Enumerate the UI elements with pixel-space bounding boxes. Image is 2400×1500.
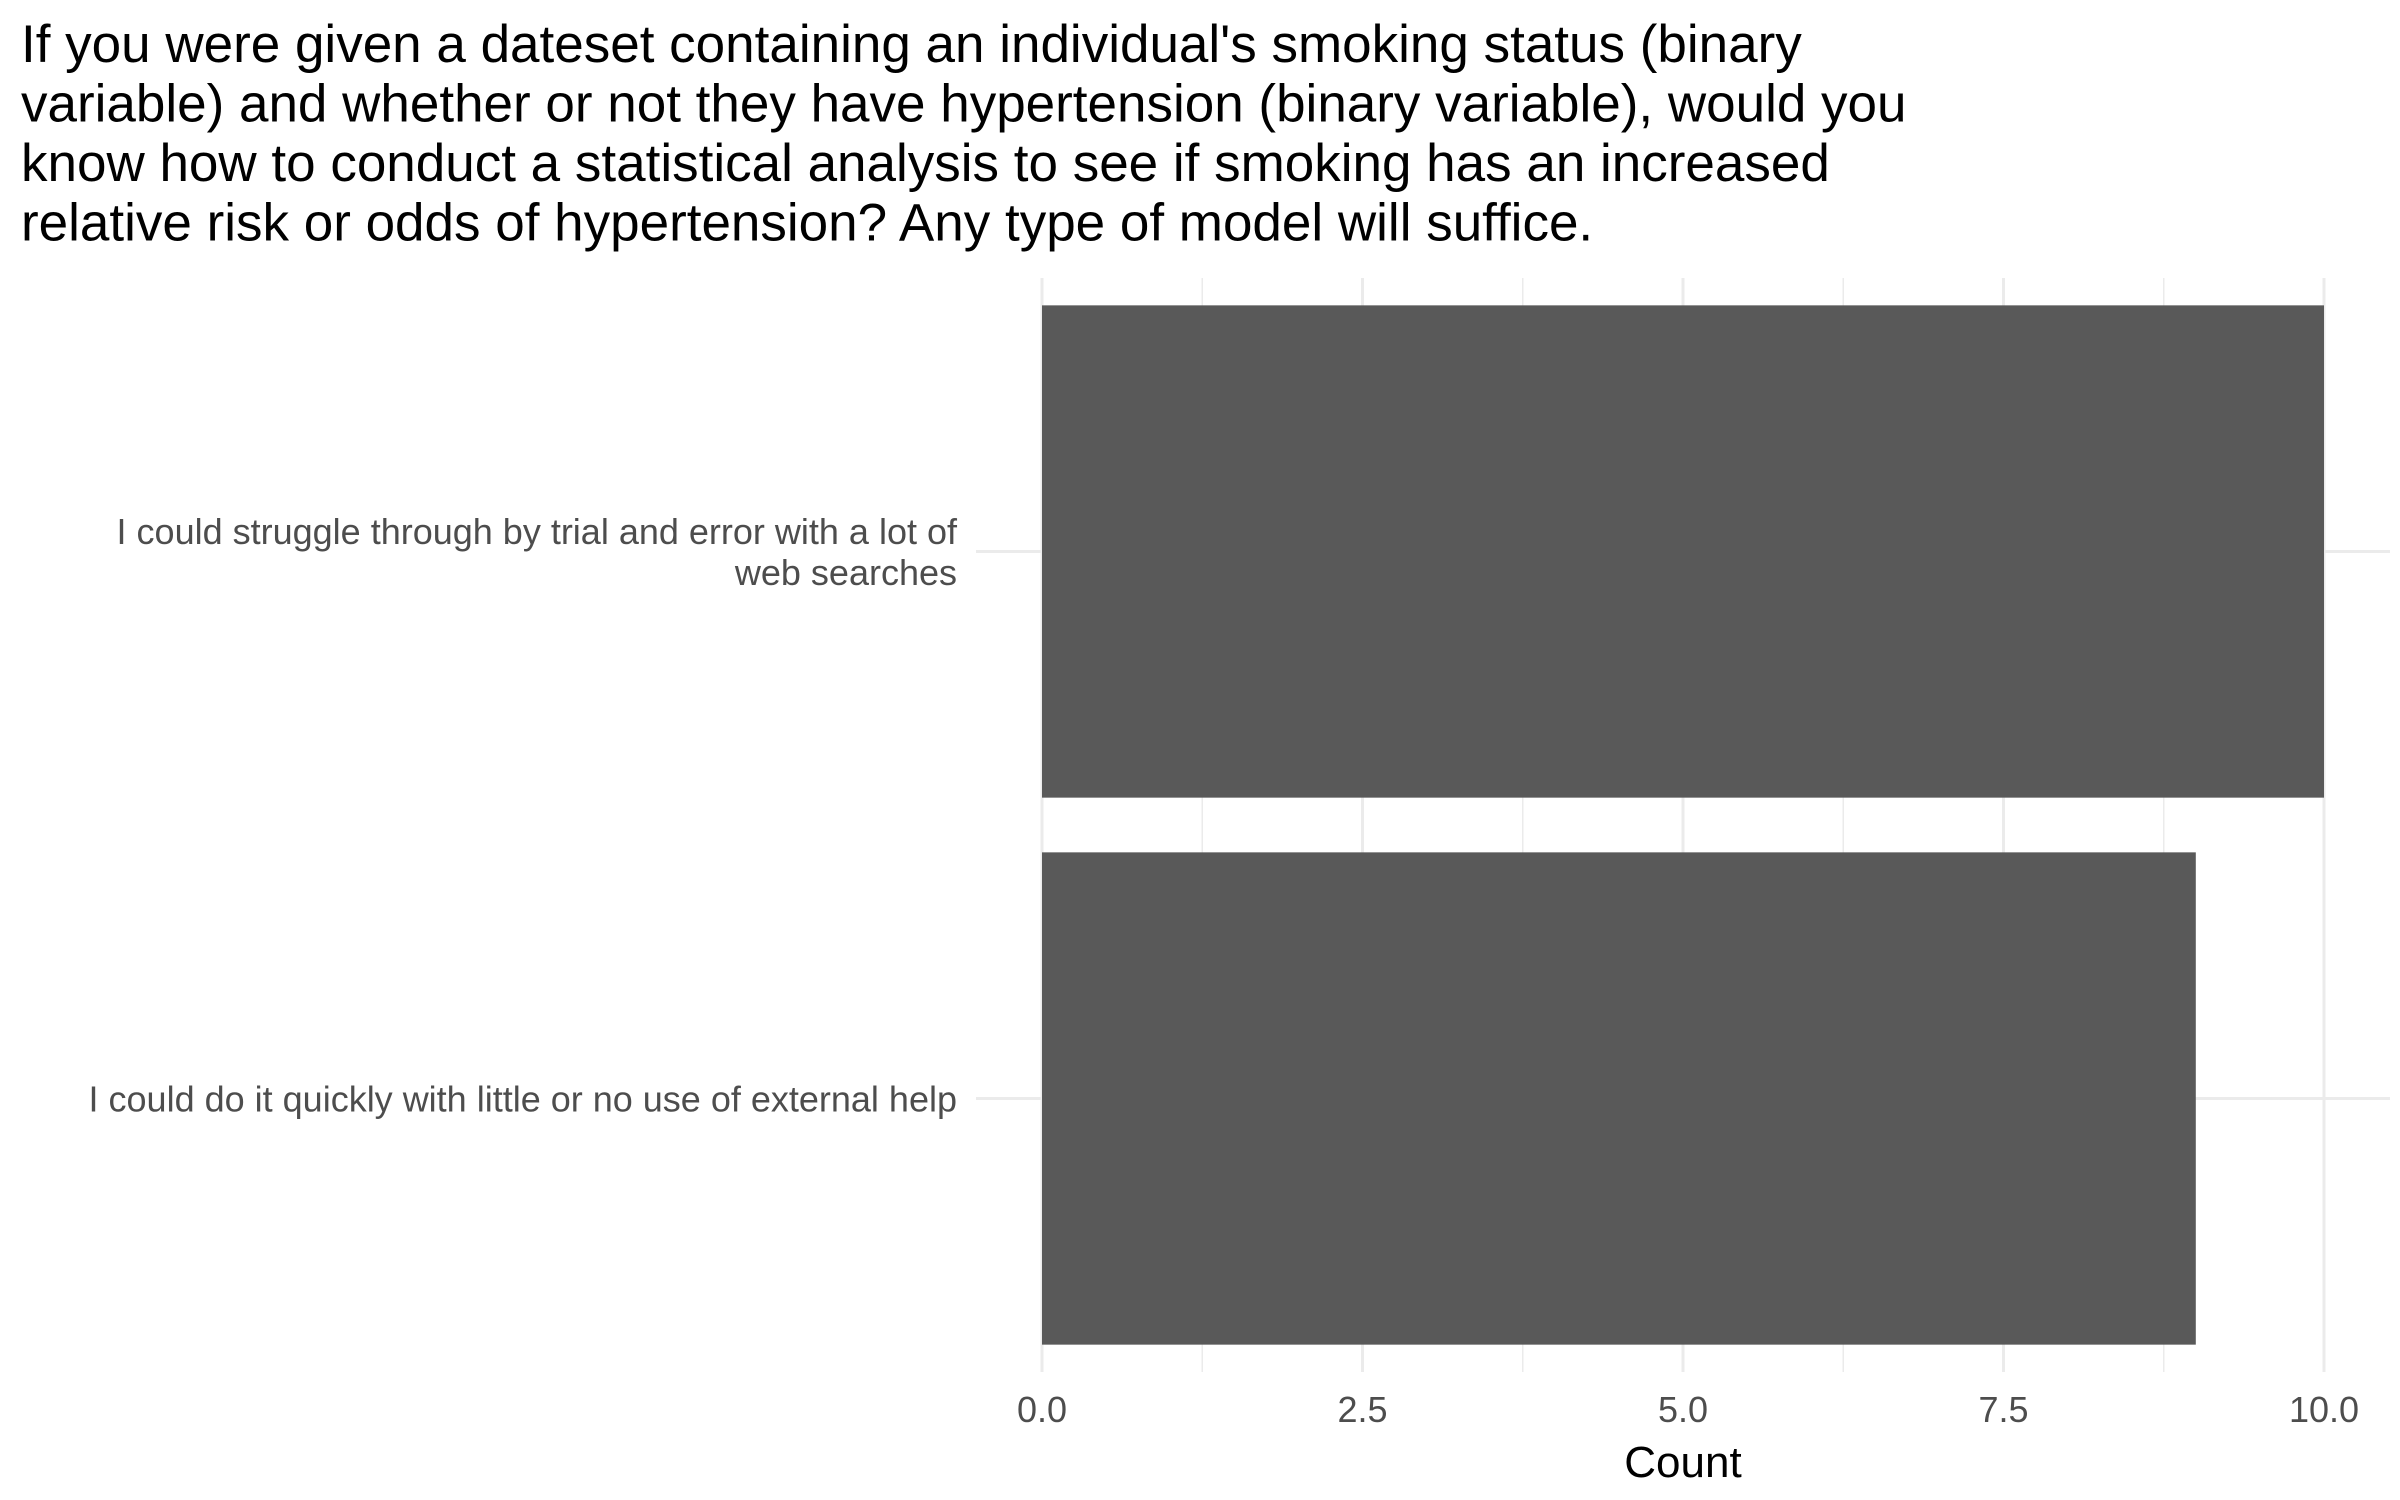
category-label: web searches: [734, 552, 957, 593]
chart-title: If you were given a dateset containing a…: [21, 15, 1907, 253]
x-axis-ticks: 0.0 2.5 5.0 7.5 10.0: [1017, 1389, 2359, 1430]
x-tick-label: 5.0: [1658, 1389, 1708, 1430]
bar: [1042, 852, 2196, 1345]
bar: [1042, 305, 2324, 798]
x-axis-title: Count: [1624, 1438, 1741, 1487]
chart-title-line: know how to conduct a statistical analys…: [21, 134, 1830, 193]
category-labels: I could struggle through by trial and er…: [89, 511, 958, 1120]
category-label: I could struggle through by trial and er…: [117, 511, 958, 552]
x-tick-label: 10.0: [2289, 1389, 2359, 1430]
chart-title-line: If you were given a dateset containing a…: [21, 15, 1802, 74]
category-label: I could do it quickly with little or no …: [89, 1079, 957, 1120]
chart-title-line: variable) and whether or not they have h…: [21, 75, 1907, 134]
x-tick-label: 7.5: [1978, 1389, 2028, 1430]
chart-title-line: relative risk or odds of hypertension? A…: [21, 194, 1593, 253]
bars: [1042, 305, 2324, 1345]
x-tick-label: 2.5: [1337, 1389, 1387, 1430]
x-tick-label: 0.0: [1017, 1389, 1067, 1430]
